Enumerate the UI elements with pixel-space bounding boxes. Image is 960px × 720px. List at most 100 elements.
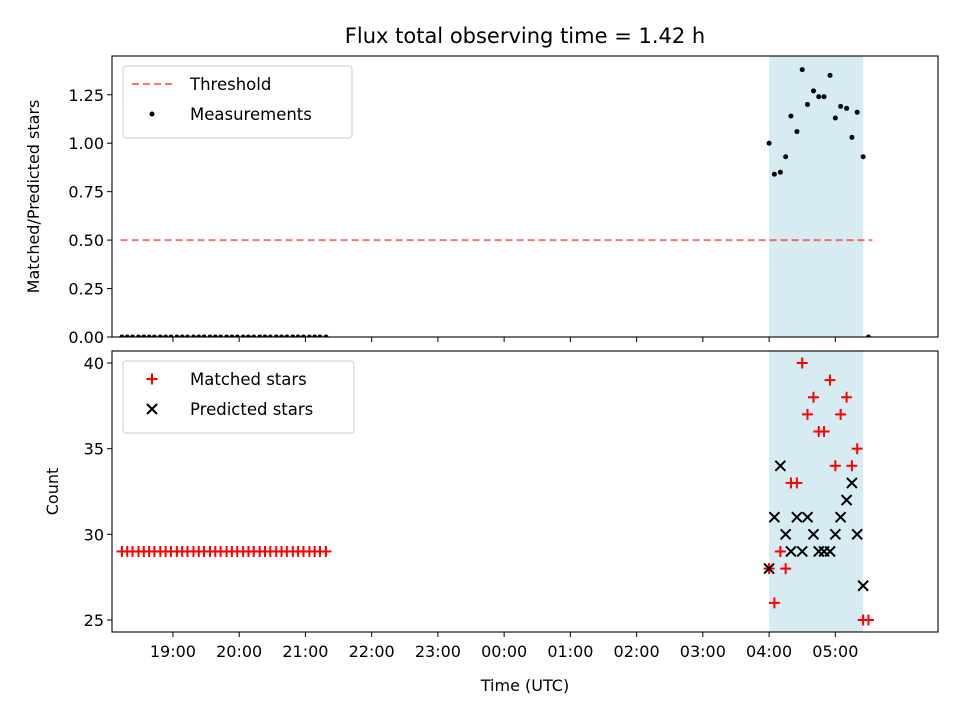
data-point xyxy=(179,334,185,337)
data-point xyxy=(865,334,871,337)
data-point xyxy=(323,334,329,337)
data-point xyxy=(207,334,213,337)
x-tick-label: 02:00 xyxy=(614,642,660,661)
data-point xyxy=(312,334,318,337)
data-point xyxy=(768,597,780,609)
legend: Threshold Measurements xyxy=(122,65,353,139)
data-point xyxy=(846,477,858,489)
observing-window xyxy=(769,56,864,337)
y-tick-label: 30 xyxy=(84,525,104,544)
data-point xyxy=(251,334,257,337)
y-axis-label-ratio: Matched/Predicted stars xyxy=(24,100,43,294)
data-point xyxy=(832,115,838,121)
data-point xyxy=(774,460,787,472)
data-point xyxy=(844,105,850,111)
data-point xyxy=(860,154,866,160)
data-point xyxy=(151,334,157,337)
data-point xyxy=(821,94,827,100)
data-point xyxy=(818,426,830,438)
data-point xyxy=(846,460,858,472)
legend-box xyxy=(122,65,353,139)
data-point xyxy=(196,334,202,337)
y-tick-label: 1.00 xyxy=(68,134,104,153)
x-tick-label: 19:00 xyxy=(150,642,196,661)
x-tick-label: 21:00 xyxy=(282,642,328,661)
data-point xyxy=(234,334,240,337)
legend-box xyxy=(122,360,355,434)
data-point xyxy=(267,334,273,337)
axes-frame xyxy=(111,55,939,338)
y-tick-label: 25 xyxy=(84,611,104,630)
data-point xyxy=(805,101,811,107)
data-point xyxy=(810,88,816,94)
data-point xyxy=(829,460,841,472)
data-point xyxy=(780,563,792,575)
data-point xyxy=(279,334,285,337)
data-point xyxy=(174,334,180,337)
data-point xyxy=(849,134,855,140)
y-tick-label: 0.75 xyxy=(68,183,104,202)
data-point xyxy=(799,67,805,73)
data-point xyxy=(834,511,847,523)
data-point xyxy=(290,334,296,337)
chart-title: Flux total observing time = 1.42 h xyxy=(345,24,705,48)
data-point xyxy=(824,545,836,558)
data-point xyxy=(157,334,163,337)
data-point xyxy=(300,334,306,337)
data-point xyxy=(119,334,125,337)
data-point xyxy=(851,443,863,455)
data-point xyxy=(771,171,777,177)
x-tick-label: 03:00 xyxy=(680,642,726,661)
data-point xyxy=(840,494,853,506)
ratio-panel: 0.00 0.25 0.50 0.75 1.00 1.25 Threshold Measure… xyxy=(68,55,939,347)
legend-label: Predicted stars xyxy=(190,400,313,419)
data-point xyxy=(306,334,312,337)
legend-label: Measurements xyxy=(190,105,312,124)
data-point xyxy=(791,511,803,523)
data-point xyxy=(785,545,797,558)
data-point xyxy=(766,140,772,146)
data-point xyxy=(829,528,842,541)
data-point xyxy=(240,334,246,337)
count-panel: 25 30 35 40 19:00 20:00 21:00 22:00 23:00 00:00 01… xyxy=(84,350,939,661)
data-point xyxy=(262,334,268,337)
data-point xyxy=(135,334,141,337)
data-point xyxy=(245,334,251,337)
axes-frame xyxy=(111,350,939,633)
data-point xyxy=(141,334,147,337)
data-point xyxy=(783,154,789,160)
data-point xyxy=(802,408,814,420)
data-point xyxy=(796,357,808,369)
legend-swatch xyxy=(149,111,155,117)
y-tick-label: 1.25 xyxy=(68,86,104,105)
data-point xyxy=(763,562,775,575)
x-axis-label: Time (UTC) xyxy=(480,676,569,695)
y-tick-label: 35 xyxy=(84,440,104,459)
data-point xyxy=(185,334,191,337)
data-point xyxy=(807,528,820,541)
data-point xyxy=(854,109,860,115)
data-point xyxy=(229,334,235,337)
data-point xyxy=(168,334,174,337)
legend: Matched stars Predicted stars xyxy=(122,360,355,434)
data-point xyxy=(124,334,130,337)
data-point xyxy=(857,580,869,592)
data-point xyxy=(801,511,814,523)
data-point xyxy=(320,545,332,557)
data-point xyxy=(779,528,792,541)
data-point xyxy=(851,528,863,541)
legend-swatch xyxy=(146,373,158,385)
y-tick-label: 0.00 xyxy=(68,328,104,347)
legend-swatch xyxy=(146,403,158,415)
y-tick-label: 40 xyxy=(84,354,104,373)
x-tick-label: 05:00 xyxy=(812,642,858,661)
data-point xyxy=(862,614,874,626)
data-point xyxy=(218,334,224,337)
x-tick-label: 23:00 xyxy=(415,642,461,661)
data-point xyxy=(827,72,833,78)
data-point xyxy=(257,334,263,337)
data-point xyxy=(794,129,800,135)
data-point xyxy=(768,511,781,523)
x-tick-label: 20:00 xyxy=(216,642,262,661)
